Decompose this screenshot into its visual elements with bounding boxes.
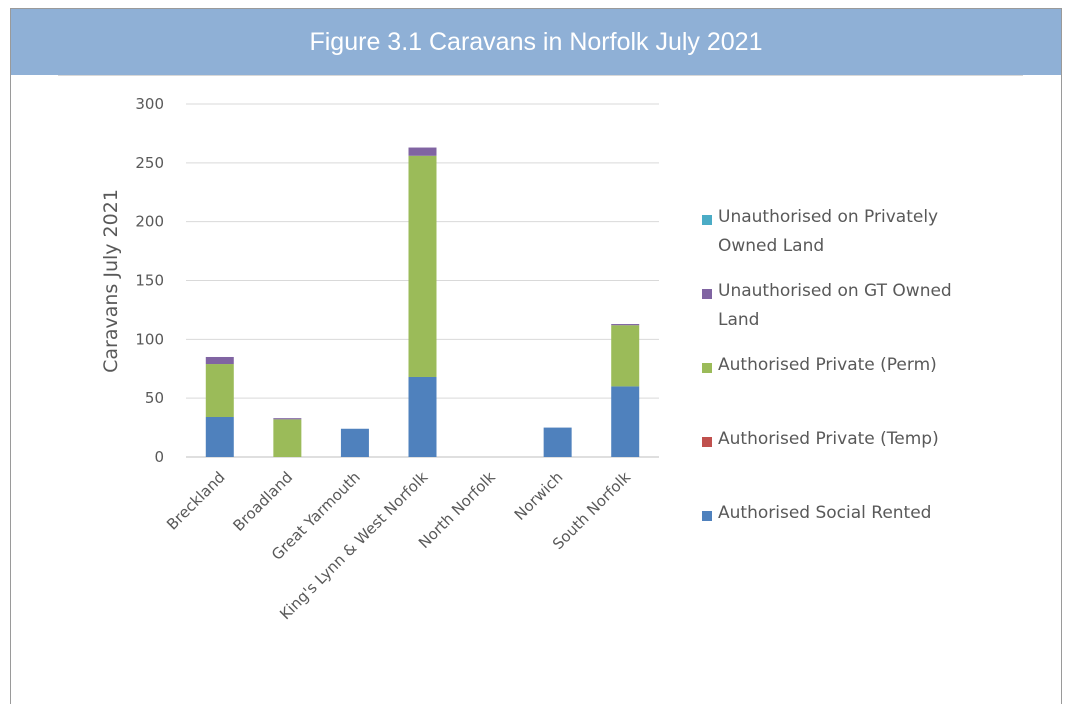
legend-label: Authorised Private (Perm): [718, 355, 937, 375]
y-axis-ticks: 0 50 100 150 200 250 300: [135, 95, 164, 466]
x-category-label: Norwich: [511, 468, 567, 524]
y-tick-label: 200: [135, 213, 164, 231]
bar-segment: [408, 147, 437, 156]
legend-item: Authorised Social Rented: [702, 503, 988, 528]
y-tick-label: 50: [145, 389, 164, 407]
legend-label: Authorised Social Rented: [718, 503, 932, 523]
legend-label: Unauthorised on Privately Owned Land: [718, 207, 939, 256]
header-divider: [58, 75, 1023, 76]
legend-item: Authorised Private (Temp): [702, 429, 988, 454]
y-tick-label: 0: [154, 448, 164, 466]
legend-swatch: [702, 363, 712, 373]
legend-swatch: [702, 511, 712, 521]
bar-segment: [340, 428, 369, 457]
legend-item: Unauthorised on Privately Owned Land: [702, 207, 988, 261]
bar-segment: [408, 376, 437, 457]
legend-item: Unauthorised on GT Owned Land: [702, 281, 988, 335]
figure-title: Figure 3.1 Caravans in Norfolk July 2021: [309, 27, 763, 56]
bar-segment: [611, 325, 640, 387]
x-category-label: Broadland: [229, 468, 296, 535]
y-tick-label: 150: [135, 272, 164, 290]
y-tick-label: 100: [135, 330, 164, 348]
legend-swatch: [702, 289, 712, 299]
y-tick-label: 300: [135, 95, 164, 113]
bar-segment: [205, 356, 234, 365]
bar-segment: [543, 427, 572, 457]
x-category-label: King's Lynn & West Norfolk: [276, 468, 431, 623]
bar-segment: [273, 419, 302, 457]
bar-segment: [273, 418, 302, 420]
bars: [205, 147, 640, 457]
figure-header: Figure 3.1 Caravans in Norfolk July 2021: [11, 9, 1061, 75]
y-axis-label: Caravans July 2021: [100, 189, 122, 373]
bar-segment: [611, 386, 640, 457]
bar-segment: [205, 364, 234, 417]
legend-label: Unauthorised on GT Owned Land: [718, 281, 952, 330]
bar-segment: [205, 416, 234, 457]
legend-swatch: [702, 215, 712, 225]
bar-segment: [408, 155, 437, 377]
x-category-label: Breckland: [163, 468, 229, 534]
bar-segment: [611, 324, 640, 326]
legend-label: Authorised Private (Temp): [718, 429, 939, 449]
legend-swatch: [702, 437, 712, 447]
figure-frame: [10, 8, 1062, 704]
legend-item: Authorised Private (Perm): [702, 355, 988, 380]
y-tick-label: 250: [135, 154, 164, 172]
